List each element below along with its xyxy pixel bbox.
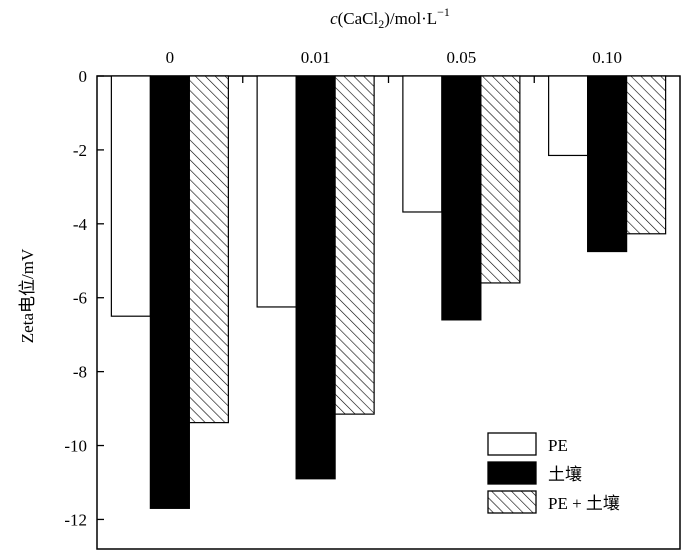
x-tick-label: 0.10 [592, 48, 622, 67]
bar-soil [587, 75, 628, 253]
x-axis-title-italic: c [330, 9, 338, 28]
bar-soil [441, 75, 482, 321]
x-axis-title-tail: )/mol·L [384, 9, 437, 28]
x-tick-label: 0 [166, 48, 175, 67]
x-axis-title-sup: −1 [437, 5, 450, 19]
bar-pe [548, 75, 589, 157]
bar-soil [149, 75, 190, 509]
x-tick-label: 0.05 [447, 48, 477, 67]
y-tick-label: -2 [73, 141, 87, 160]
x-axis-title: c(CaCl2)/mol·L−1 [330, 5, 450, 31]
bar-pe-soil [188, 75, 229, 424]
x-axis-title-sub: 2 [378, 17, 384, 31]
legend: PE 土壤 PE + 土壤 [487, 432, 620, 514]
y-tick-label: -6 [73, 289, 87, 308]
bar-soil [295, 75, 336, 480]
legend-label-soil: 土壤 [548, 464, 582, 484]
y-axis-title: Zeta电位/mV [18, 248, 37, 343]
y-tick-label: -8 [73, 363, 87, 382]
bar-pe [110, 75, 151, 317]
legend-label-pe: PE [548, 436, 568, 455]
y-tick-label: -4 [73, 215, 88, 234]
legend-label-pe-soil: PE + 土壤 [548, 493, 620, 513]
bars [110, 75, 667, 509]
bar-pe [402, 75, 443, 213]
bar-pe-soil [334, 75, 375, 415]
bar-pe-soil [626, 75, 667, 235]
legend-swatch-pe-soil [487, 490, 537, 514]
y-tick-label: 0 [79, 67, 88, 86]
legend-swatch-pe [487, 432, 537, 456]
y-tick-label: -12 [64, 510, 87, 529]
y-ticks: 0 -2 -4 -6 -8 -10 -12 [64, 67, 104, 529]
x-axis-title-rest: (CaCl [338, 9, 379, 28]
y-tick-label: -10 [64, 437, 87, 456]
bar-pe-soil [480, 75, 521, 284]
x-ticks: 0 0.01 0.05 0.10 [166, 48, 622, 83]
legend-swatch-soil [487, 461, 537, 485]
bar-pe [256, 75, 297, 308]
x-tick-label: 0.01 [301, 48, 331, 67]
